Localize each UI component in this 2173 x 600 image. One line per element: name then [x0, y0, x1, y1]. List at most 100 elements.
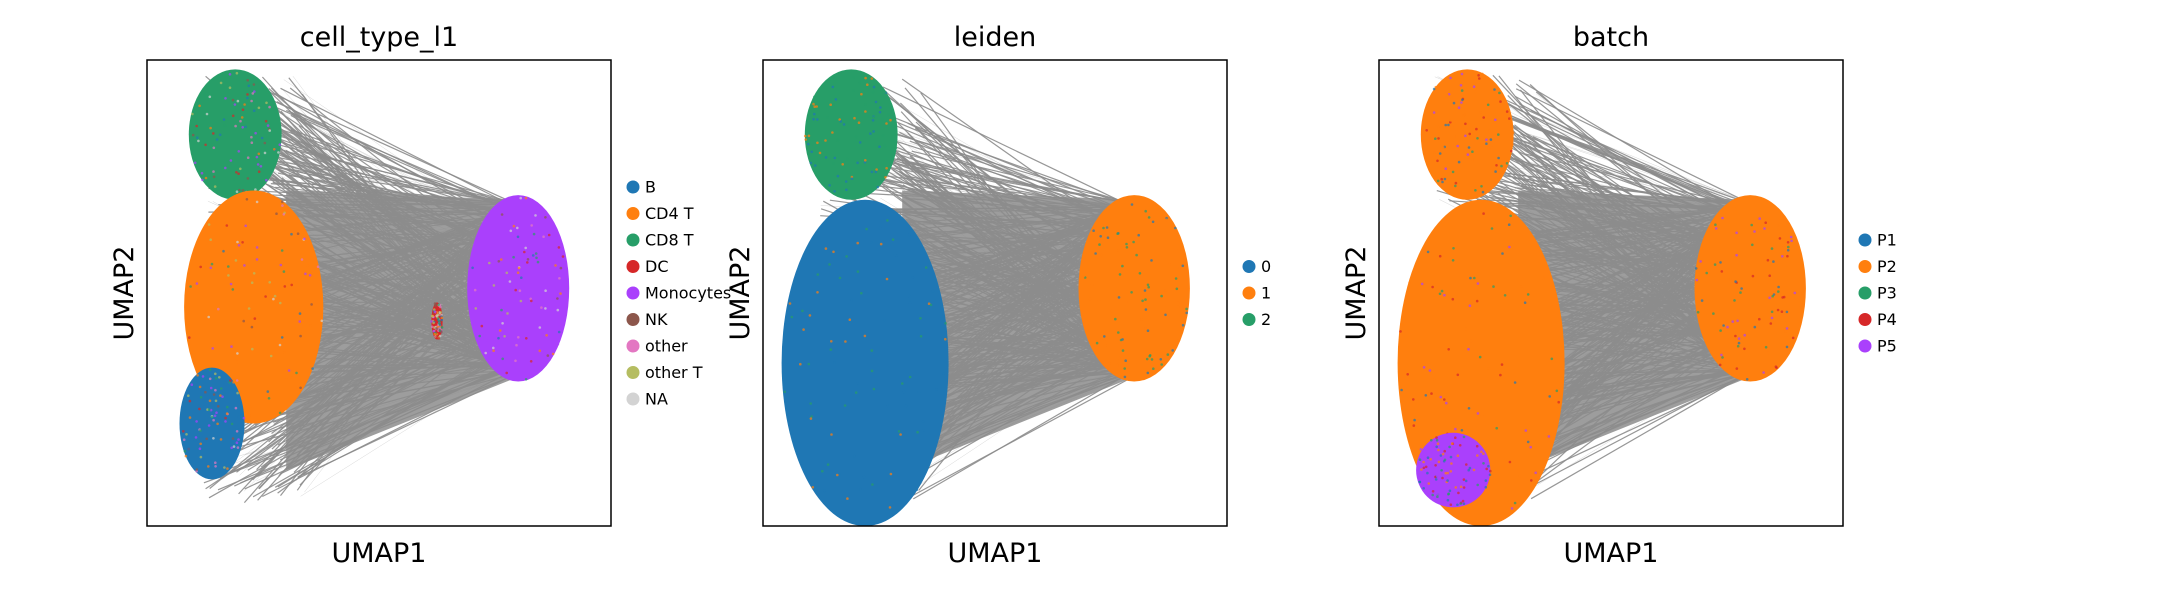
- cell-point: [239, 167, 242, 171]
- cell-point: [212, 132, 215, 135]
- edge-bundle: [1518, 190, 1751, 471]
- cell-point: [1440, 177, 1443, 181]
- cell-point: [1468, 132, 1471, 136]
- cell-point: [547, 233, 551, 237]
- cell-point: [224, 97, 227, 100]
- y-axis-label: UMAP2: [725, 246, 756, 341]
- cell-point: [308, 274, 312, 277]
- cell-point: [290, 283, 294, 287]
- cell-point: [879, 106, 882, 109]
- cell-point: [264, 295, 267, 298]
- cell-point: [1103, 335, 1106, 338]
- cell-point: [187, 402, 190, 405]
- cell-point: [810, 415, 813, 418]
- cell-point: [908, 233, 911, 237]
- cell-point: [1408, 281, 1411, 285]
- cell-point: [1434, 464, 1437, 467]
- cell-point: [870, 170, 874, 174]
- cell-point: [1714, 356, 1717, 359]
- cell-point: [1468, 466, 1472, 470]
- cell-point: [856, 382, 860, 385]
- legend-marker: [1242, 286, 1256, 300]
- cell-point: [1412, 424, 1416, 427]
- cell-point: [279, 301, 282, 305]
- cell-point: [236, 99, 240, 103]
- cell-point: [252, 83, 256, 86]
- cell-point: [219, 81, 223, 85]
- cell-point: [320, 319, 324, 323]
- cell-point: [273, 294, 277, 298]
- cell-point: [1764, 345, 1768, 349]
- cell-point: [1455, 134, 1458, 138]
- cell-point: [1459, 193, 1462, 196]
- cell-point: [298, 312, 302, 315]
- cell-point: [278, 143, 282, 146]
- cell-point: [1763, 227, 1766, 230]
- cell-point: [501, 322, 504, 325]
- legend-label: 0: [1261, 257, 1271, 276]
- cell-point: [492, 346, 495, 350]
- cell-point: [209, 386, 213, 390]
- cell-point: [551, 352, 555, 356]
- cell-point: [1739, 291, 1742, 294]
- cell-point: [523, 250, 526, 254]
- cell-point: [1447, 348, 1450, 351]
- cell-point: [519, 196, 522, 200]
- cell-point: [878, 226, 882, 230]
- cell-point: [1452, 247, 1455, 250]
- cell-point: [826, 463, 830, 466]
- cell-point: [810, 143, 814, 146]
- cell-point: [1185, 311, 1188, 315]
- cell-point: [1444, 123, 1447, 127]
- cell-point: [1446, 93, 1449, 97]
- cell-point: [214, 388, 217, 392]
- cell-point: [268, 129, 272, 132]
- cell-point: [532, 232, 536, 236]
- cell-point: [1450, 125, 1454, 128]
- cell-point: [1519, 285, 1523, 288]
- cell-point: [1434, 85, 1438, 89]
- cell-point: [917, 390, 921, 394]
- cell-point: [1478, 77, 1481, 80]
- cell-point: [257, 106, 261, 110]
- cell-point: [1114, 317, 1117, 321]
- cell-point: [265, 178, 268, 182]
- cell-point: [1439, 395, 1443, 399]
- cell-point: [484, 351, 488, 355]
- cell-point: [1168, 262, 1172, 266]
- axes-frame: [1378, 59, 1844, 527]
- cell-point: [1494, 170, 1497, 173]
- cell-point: [1441, 476, 1444, 480]
- cell-point: [217, 307, 220, 311]
- cell-point: [1145, 357, 1149, 361]
- cell-point: [864, 159, 867, 162]
- legend-marker: [1858, 339, 1872, 353]
- cell-point: [1121, 264, 1124, 268]
- cell-point: [1789, 235, 1793, 239]
- cell-point: [556, 297, 559, 300]
- cell-point: [1420, 282, 1424, 286]
- cell-point: [252, 109, 256, 112]
- cell-point: [1781, 254, 1784, 258]
- cell-point: [1733, 299, 1736, 302]
- cell-point: [194, 381, 198, 385]
- cell-point: [1457, 106, 1461, 109]
- cell-point: [1735, 253, 1738, 257]
- cell-point: [1785, 345, 1789, 349]
- cell-point: [818, 151, 822, 155]
- cell-point: [1469, 339, 1473, 343]
- cell-point: [1094, 343, 1097, 347]
- cell-point: [1168, 341, 1171, 345]
- cell-point: [524, 246, 527, 250]
- cell-point: [1150, 259, 1153, 262]
- cell-point: [931, 289, 935, 293]
- cell-point: [1694, 267, 1698, 270]
- cell-point: [474, 307, 478, 310]
- cell-point: [1426, 471, 1429, 475]
- cell-point: [863, 334, 867, 338]
- cell-point: [869, 132, 872, 135]
- cell-point: [224, 420, 227, 423]
- cell-point: [865, 75, 869, 78]
- edge: [912, 369, 1146, 497]
- cell-point: [1469, 276, 1472, 280]
